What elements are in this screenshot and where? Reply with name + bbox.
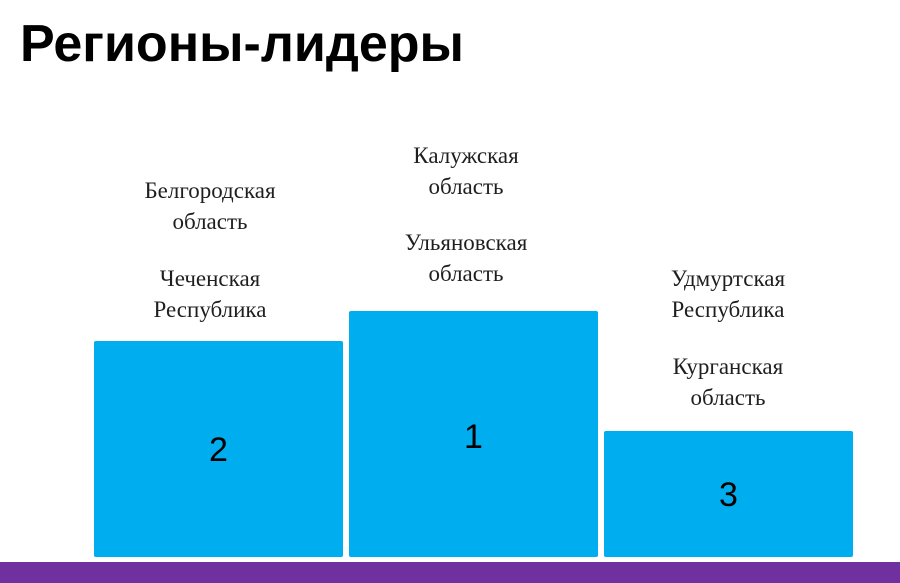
region-label-line: область [172, 209, 248, 234]
page-title: Регионы-лидеры [20, 15, 464, 73]
region-label-line: Ульяновская [404, 230, 528, 255]
region-label-line: Удмуртская [670, 266, 786, 291]
region-label-kaluga: Калужская область [366, 140, 566, 202]
region-label-line: область [428, 174, 504, 199]
podium-block-3: 3 [604, 431, 853, 557]
place-number: 3 [719, 476, 738, 514]
region-label-ulyanovsk: Ульяновская область [366, 227, 566, 289]
region-label-line: Республика [671, 297, 785, 322]
region-label-line: Республика [153, 297, 267, 322]
region-label-line: область [428, 261, 504, 286]
region-label-line: Курганская [672, 354, 784, 379]
region-label-kurgan: Курганская область [628, 351, 828, 413]
region-label-belgorod: Белгородская область [110, 175, 310, 237]
region-label-line: Белгородская [144, 178, 276, 203]
podium-block-2: 2 [94, 341, 343, 557]
region-label-chechnya: Чеченская Республика [110, 263, 310, 325]
footer-bar [0, 562, 900, 583]
region-label-line: область [690, 385, 766, 410]
region-label-line: Калужская [413, 143, 519, 168]
place-number: 2 [209, 431, 228, 469]
place-number: 1 [464, 418, 483, 456]
podium-block-1: 1 [349, 311, 598, 557]
region-label-line: Чеченская [159, 266, 261, 291]
region-label-udmurtia: Удмуртская Республика [628, 263, 828, 325]
